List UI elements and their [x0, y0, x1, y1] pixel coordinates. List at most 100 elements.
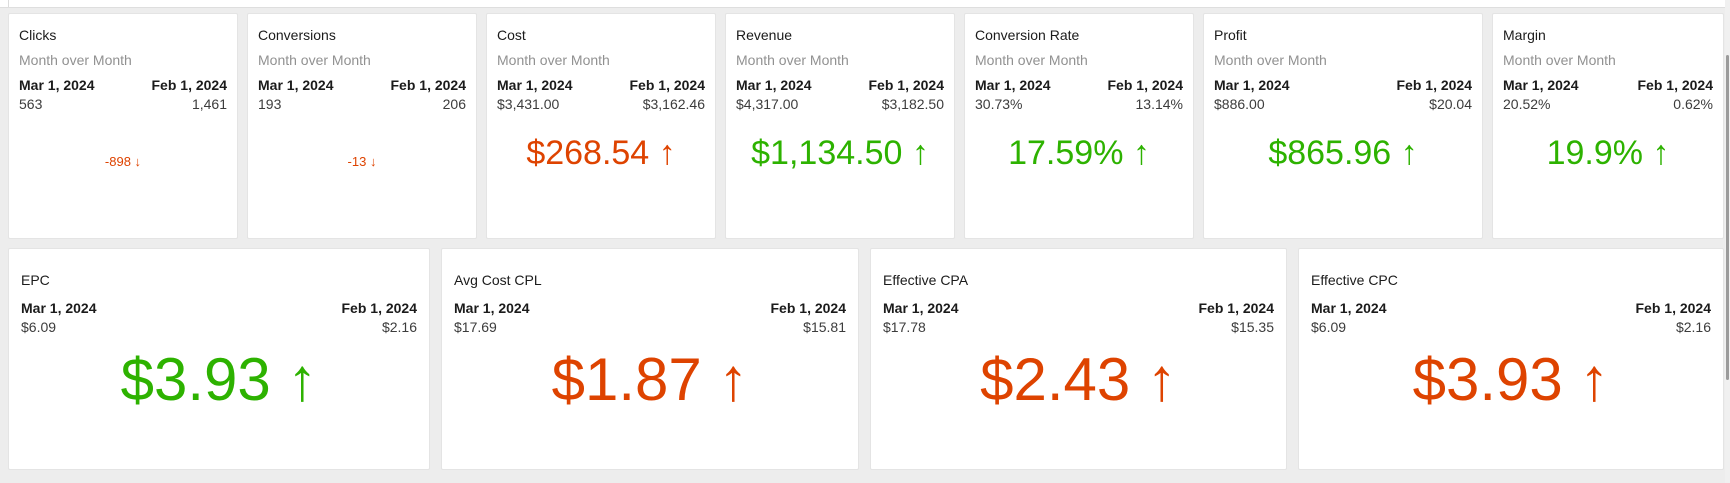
kpi-current-date: Mar 1, 2024: [736, 77, 812, 93]
kpi-previous-value: 13.14%: [1135, 96, 1183, 112]
kpi-current-value: 20.52%: [1503, 96, 1551, 112]
kpi-card-epc[interactable]: EPC Mar 1, 2024 Feb 1, 2024 $6.09 $2.16 …: [8, 248, 430, 470]
kpi-value-row: 20.52% 0.62%: [1503, 95, 1713, 114]
kpi-value-row: $4,317.00 $3,182.50: [736, 95, 944, 114]
kpi-delta-value: -13 ↓: [347, 154, 377, 169]
kpi-previous-value: 206: [442, 96, 466, 112]
kpi-title: Conversions: [258, 27, 336, 43]
kpi-value-row: 563 1,461: [19, 95, 227, 114]
kpi-subtitle: Month over Month: [736, 52, 849, 68]
kpi-current-value: $3,431.00: [497, 96, 560, 112]
kpi-date-row: Mar 1, 2024 Feb 1, 2024: [258, 76, 466, 95]
kpi-delta-value: $2.43 ↑: [980, 346, 1177, 413]
kpi-card-conversions[interactable]: Conversions Month over Month Mar 1, 2024…: [247, 13, 477, 239]
scrollbar-thumb[interactable]: [1726, 55, 1729, 380]
kpi-current-date: Mar 1, 2024: [1214, 77, 1290, 93]
kpi-current-value: $6.09: [21, 319, 57, 335]
kpi-title: Margin: [1503, 27, 1546, 43]
kpi-current-value: $4,317.00: [736, 96, 799, 112]
kpi-value-row: $886.00 $20.04: [1214, 95, 1472, 114]
kpi-previous-value: $2.16: [1675, 319, 1711, 335]
kpi-title: Conversion Rate: [975, 27, 1080, 43]
kpi-card-cost[interactable]: Cost Month over Month Mar 1, 2024 Feb 1,…: [486, 13, 716, 239]
kpi-value-row: $6.09 $2.16: [21, 318, 417, 337]
kpi-date-row: Mar 1, 2024 Feb 1, 2024: [454, 299, 846, 318]
kpi-title: Clicks: [19, 27, 57, 43]
kpi-previous-date: Feb 1, 2024: [1637, 77, 1714, 93]
kpi-row-bottom: EPC Mar 1, 2024 Feb 1, 2024 $6.09 $2.16 …: [8, 248, 1724, 470]
kpi-previous-value: $15.81: [803, 319, 846, 335]
kpi-current-value: $6.09: [1311, 319, 1347, 335]
kpi-current-date: Mar 1, 2024: [1503, 77, 1579, 93]
kpi-title: Cost: [497, 27, 526, 43]
kpi-card-effective-cpc[interactable]: Effective CPC Mar 1, 2024 Feb 1, 2024 $6…: [1298, 248, 1724, 470]
kpi-title: Effective CPC: [1311, 272, 1398, 288]
kpi-title: Profit: [1214, 27, 1247, 43]
kpi-title: Avg Cost CPL: [454, 272, 542, 288]
kpi-previous-date: Feb 1, 2024: [629, 77, 706, 93]
kpi-date-row: Mar 1, 2024 Feb 1, 2024: [497, 76, 705, 95]
kpi-current-value: 30.73%: [975, 96, 1023, 112]
kpi-previous-date: Feb 1, 2024: [770, 300, 847, 316]
kpi-card-clicks[interactable]: Clicks Month over Month Mar 1, 2024 Feb …: [8, 13, 238, 239]
kpi-current-date: Mar 1, 2024: [497, 77, 573, 93]
kpi-delta-value: $3.93 ↑: [1412, 346, 1610, 413]
kpi-value-row: 30.73% 13.14%: [975, 95, 1183, 114]
kpi-current-date: Mar 1, 2024: [1311, 300, 1387, 316]
kpi-card-profit[interactable]: Profit Month over Month Mar 1, 2024 Feb …: [1203, 13, 1483, 239]
kpi-value-row: $17.78 $15.35: [883, 318, 1274, 337]
kpi-delta-value: 17.59% ↑: [1008, 134, 1150, 172]
kpi-delta-value: $1.87 ↑: [551, 346, 749, 413]
kpi-subtitle: Month over Month: [1503, 52, 1616, 68]
kpi-previous-value: $2.16: [381, 319, 417, 335]
kpi-previous-date: Feb 1, 2024: [1107, 77, 1184, 93]
kpi-current-value: 563: [19, 96, 43, 112]
kpi-card-avg-cost-cpl[interactable]: Avg Cost CPL Mar 1, 2024 Feb 1, 2024 $17…: [441, 248, 859, 470]
kpi-card-revenue[interactable]: Revenue Month over Month Mar 1, 2024 Feb…: [725, 13, 955, 239]
kpi-current-value: $17.78: [883, 319, 926, 335]
kpi-previous-value: $15.35: [1231, 319, 1274, 335]
kpi-previous-date: Feb 1, 2024: [1396, 77, 1473, 93]
kpi-row-top: Clicks Month over Month Mar 1, 2024 Feb …: [8, 13, 1724, 239]
kpi-subtitle: Month over Month: [975, 52, 1088, 68]
kpi-current-date: Mar 1, 2024: [975, 77, 1051, 93]
kpi-subtitle: Month over Month: [497, 52, 610, 68]
kpi-previous-value: $20.04: [1429, 96, 1472, 112]
kpi-date-row: Mar 1, 2024 Feb 1, 2024: [1311, 299, 1711, 318]
kpi-date-row: Mar 1, 2024 Feb 1, 2024: [21, 299, 417, 318]
kpi-previous-date: Feb 1, 2024: [341, 300, 418, 316]
kpi-current-value: $886.00: [1214, 96, 1265, 112]
kpi-previous-date: Feb 1, 2024: [151, 77, 228, 93]
kpi-current-date: Mar 1, 2024: [258, 77, 334, 93]
kpi-current-date: Mar 1, 2024: [19, 77, 95, 93]
kpi-date-row: Mar 1, 2024 Feb 1, 2024: [883, 299, 1274, 318]
kpi-title: Effective CPA: [883, 272, 969, 288]
kpi-previous-value: $3,182.50: [881, 96, 944, 112]
kpi-subtitle: Month over Month: [258, 52, 371, 68]
kpi-previous-value: 1,461: [191, 96, 227, 112]
kpi-delta-value: $3.93 ↑: [120, 346, 318, 413]
kpi-previous-date: Feb 1, 2024: [1198, 300, 1275, 316]
kpi-subtitle: Month over Month: [1214, 52, 1327, 68]
kpi-date-row: Mar 1, 2024 Feb 1, 2024: [975, 76, 1183, 95]
kpi-previous-value: $3,162.46: [642, 96, 705, 112]
kpi-previous-date: Feb 1, 2024: [868, 77, 945, 93]
kpi-date-row: Mar 1, 2024 Feb 1, 2024: [736, 76, 944, 95]
kpi-delta-value: $268.54 ↑: [526, 134, 676, 172]
dashboard-kpi-board: Clicks Month over Month Mar 1, 2024 Feb …: [0, 8, 1730, 470]
kpi-card-effective-cpa[interactable]: Effective CPA Mar 1, 2024 Feb 1, 2024 $1…: [870, 248, 1287, 470]
kpi-date-row: Mar 1, 2024 Feb 1, 2024: [1214, 76, 1472, 95]
kpi-value-row: 193 206: [258, 95, 466, 114]
kpi-card-margin[interactable]: Margin Month over Month Mar 1, 2024 Feb …: [1492, 13, 1724, 239]
kpi-title: EPC: [21, 272, 50, 288]
kpi-delta-value: 19.9% ↑: [1546, 134, 1670, 172]
kpi-current-value: 193: [258, 96, 282, 112]
kpi-value-row: $6.09 $2.16: [1311, 318, 1711, 337]
kpi-value-row: $17.69 $15.81: [454, 318, 846, 337]
kpi-value-row: $3,431.00 $3,162.46: [497, 95, 705, 114]
kpi-date-row: Mar 1, 2024 Feb 1, 2024: [1503, 76, 1713, 95]
kpi-card-conversion-rate[interactable]: Conversion Rate Month over Month Mar 1, …: [964, 13, 1194, 239]
kpi-previous-date: Feb 1, 2024: [390, 77, 467, 93]
vertical-scrollbar[interactable]: [1725, 0, 1730, 483]
toolbar-divider: [8, 0, 9, 7]
